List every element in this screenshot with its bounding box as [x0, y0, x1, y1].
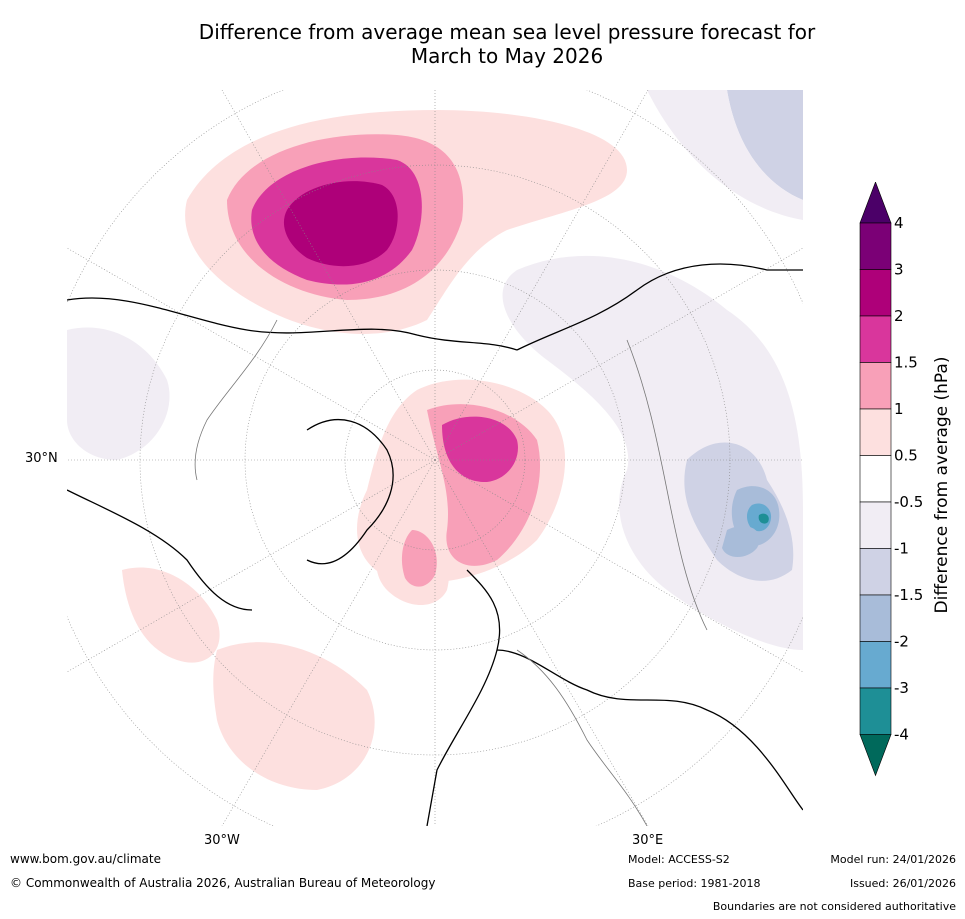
colorbar-swatch	[859, 455, 892, 503]
upper-right-low	[727, 90, 803, 200]
colorbar-tick-label: 1.5	[894, 354, 918, 372]
colorbar-tick-label: -1	[894, 540, 909, 558]
colorbar-tick-label: 0.5	[894, 447, 918, 465]
map-title: Difference from average mean sea level p…	[0, 20, 965, 68]
colorbar-title: Difference from average (hPa)	[932, 356, 952, 614]
colorbar-swatch	[859, 362, 892, 410]
issued-date: Issued: 26/01/2026	[849, 877, 956, 890]
europe-high-strip-pink	[401, 530, 437, 587]
disclaimer: Boundaries are not considered authoritat…	[712, 900, 956, 913]
colorbar-ticks: 4 3 2 1.5 1 0.5 -0.5 -1 -1.5 -2 -3 -4	[894, 214, 923, 744]
coastlines	[67, 263, 803, 826]
base-period: Base period: 1981-2018	[628, 877, 761, 890]
colorbar-under-arrow	[859, 734, 892, 777]
colorbar-tick-label: -2	[894, 633, 909, 651]
colorbar-tick-label: 2	[894, 307, 904, 325]
graticule	[67, 90, 803, 826]
colorbar-over-arrow	[859, 182, 892, 224]
lat-label-30n: 30°N	[25, 451, 58, 466]
model-info: Model: ACCESS-S2	[628, 853, 730, 866]
upper-right-low-outer	[647, 90, 803, 220]
colorbar-swatch	[859, 269, 892, 317]
colorbar-swatch	[859, 222, 892, 270]
colorbar-tick-label: -3	[894, 679, 909, 697]
arctic-high-1p5	[442, 416, 518, 483]
siberia-low-teal	[758, 513, 769, 524]
siberia-low-tail	[722, 526, 760, 557]
website-link[interactable]: www.bom.gov.au/climate	[10, 852, 161, 866]
colorbar-tick-label: -1.5	[894, 586, 923, 604]
colorbar-swatch	[859, 548, 892, 596]
colorbar-tick-label: 3	[894, 261, 904, 279]
polar-map	[67, 90, 803, 826]
title-line-1: Difference from average mean sea level p…	[198, 20, 816, 44]
colorbar-swatch	[859, 408, 892, 456]
title-line-2: March to May 2026	[410, 44, 604, 68]
colorbar-swatch	[859, 594, 892, 642]
colorbar-swatch	[859, 641, 892, 689]
west-low	[67, 327, 170, 460]
colorbar-tick-label: 4	[894, 214, 904, 232]
model-run: Model run: 24/01/2026	[830, 853, 956, 866]
colorbar-swatches	[859, 182, 892, 777]
colorbar-tick-label: 1	[894, 400, 904, 418]
pacific-high-2	[283, 181, 398, 267]
north-atlantic-high-b	[122, 567, 220, 663]
colorbar-swatch	[859, 687, 892, 735]
lon-label-30w: 30°W	[204, 833, 240, 848]
colorbar-swatch	[859, 315, 892, 363]
north-atlantic-high-a	[213, 642, 375, 790]
borders	[194, 319, 708, 826]
copyright: © Commonwealth of Australia 2026, Austra…	[10, 876, 436, 890]
colorbar-tick-label: -0.5	[894, 493, 923, 511]
lon-label-30e: 30°E	[632, 833, 664, 848]
colorbar-swatch	[859, 501, 892, 549]
colorbar-tick-label: -4	[894, 726, 909, 744]
colorbar: 4 3 2 1.5 1 0.5 -0.5 -1 -1.5 -2 -3 -4	[859, 182, 923, 777]
